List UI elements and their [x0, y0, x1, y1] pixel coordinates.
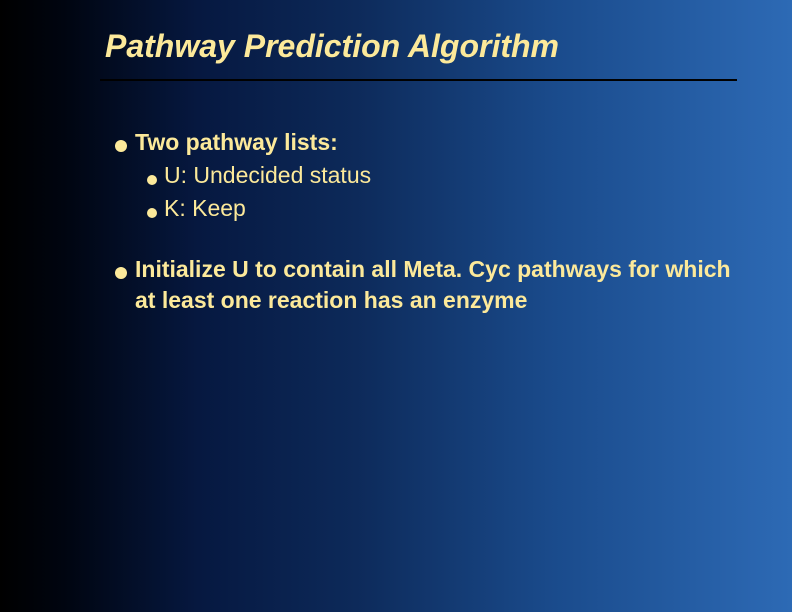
sub-bullet-text: K: Keep	[164, 193, 246, 224]
bullet-icon	[147, 175, 157, 185]
bullet-item-1: Two pathway lists:	[115, 127, 742, 158]
slide: Pathway Prediction Algorithm Two pathway…	[0, 0, 792, 612]
slide-content: Two pathway lists: U: Undecided status K…	[0, 81, 792, 316]
bullet-group-1: Two pathway lists: U: Undecided status K…	[115, 127, 742, 224]
bullet-icon	[147, 208, 157, 218]
text-bold: pathway lists:	[179, 129, 337, 155]
sub-bullet-item-1: U: Undecided status	[115, 160, 742, 191]
text-bold: Initialize	[135, 256, 226, 282]
bullet-group-2: Initialize U to contain all Meta. Cyc pa…	[115, 254, 742, 316]
sub-bullet-text: U: Undecided status	[164, 160, 371, 191]
bullet-item-2: Initialize U to contain all Meta. Cyc pa…	[115, 254, 742, 316]
text-rest: Keep	[186, 195, 246, 221]
text-label: K:	[164, 195, 186, 221]
sub-bullet-item-2: K: Keep	[115, 193, 742, 224]
bullet-text: Two pathway lists:	[135, 127, 338, 158]
bullet-icon	[115, 140, 127, 152]
bullet-icon	[115, 267, 127, 279]
bullet-text: Initialize U to contain all Meta. Cyc pa…	[135, 254, 742, 316]
text-label: U:	[164, 162, 187, 188]
slide-title: Pathway Prediction Algorithm	[0, 28, 792, 65]
text-bold: Two	[135, 129, 179, 155]
text-rest: Undecided status	[187, 162, 371, 188]
